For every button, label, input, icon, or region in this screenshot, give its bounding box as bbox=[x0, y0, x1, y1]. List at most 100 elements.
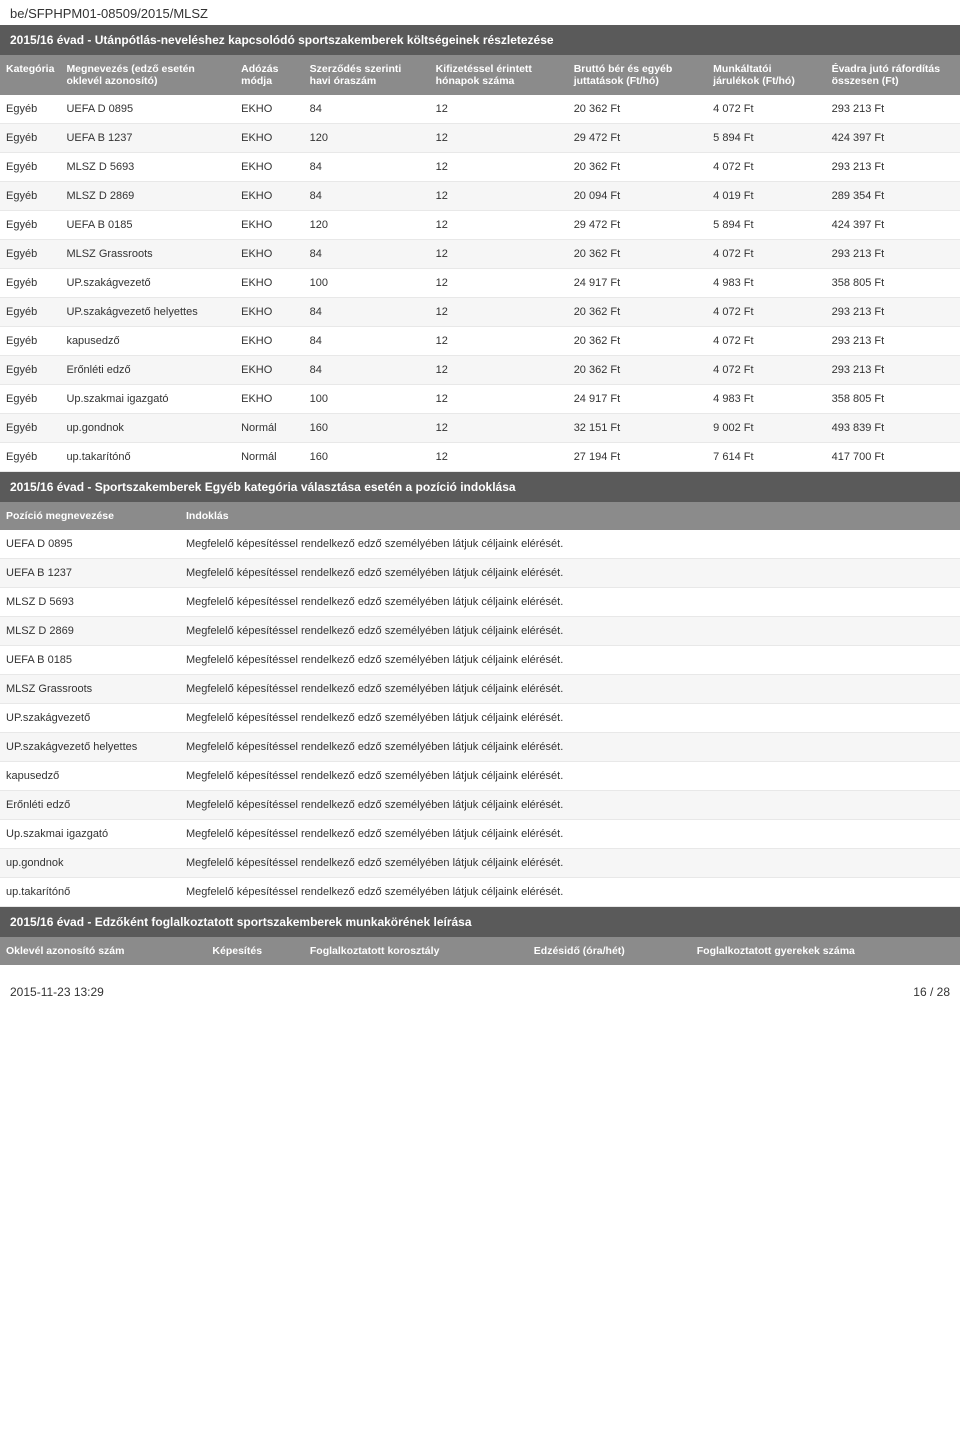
section1-title: 2015/16 évad - Utánpótlás-neveléshez kap… bbox=[0, 25, 960, 55]
cell: 12 bbox=[430, 385, 568, 414]
cell: 29 472 Ft bbox=[568, 124, 707, 153]
justification-cell: Megfelelő képesítéssel rendelkező edző s… bbox=[180, 704, 960, 733]
position-cell: UEFA B 0185 bbox=[0, 646, 180, 675]
cell: 84 bbox=[304, 240, 430, 269]
cell: EKHO bbox=[235, 385, 304, 414]
document-id: be/SFPHPM01-08509/2015/MLSZ bbox=[0, 0, 960, 25]
cell: up.gondnok bbox=[60, 414, 235, 443]
cell: EKHO bbox=[235, 327, 304, 356]
table-row: Egyébup.gondnokNormál1601232 151 Ft9 002… bbox=[0, 414, 960, 443]
cell: 293 213 Ft bbox=[826, 240, 960, 269]
col-position: Pozíció megnevezése bbox=[0, 502, 180, 530]
position-cell: Up.szakmai igazgató bbox=[0, 820, 180, 849]
cell: Egyéb bbox=[0, 298, 60, 327]
cell: 12 bbox=[430, 298, 568, 327]
cell: 424 397 Ft bbox=[826, 211, 960, 240]
coaches-table: Oklevél azonosító számKépesítésFoglalkoz… bbox=[0, 937, 960, 965]
cell: 4 072 Ft bbox=[707, 356, 825, 385]
table-row: Up.szakmai igazgatóMegfelelő képesítésse… bbox=[0, 820, 960, 849]
position-cell: UP.szakágvezető bbox=[0, 704, 180, 733]
cell: 12 bbox=[430, 211, 568, 240]
cell: 12 bbox=[430, 356, 568, 385]
justification-cell: Megfelelő képesítéssel rendelkező edző s… bbox=[180, 530, 960, 559]
table-row: UP.szakágvezető helyettesMegfelelő képes… bbox=[0, 733, 960, 762]
position-cell: kapusedző bbox=[0, 762, 180, 791]
cell: 12 bbox=[430, 95, 568, 124]
cell: 7 614 Ft bbox=[707, 443, 825, 472]
cell: 4 983 Ft bbox=[707, 269, 825, 298]
cell: 100 bbox=[304, 269, 430, 298]
table-row: EgyébUp.szakmai igazgatóEKHO1001224 917 … bbox=[0, 385, 960, 414]
cell: Egyéb bbox=[0, 240, 60, 269]
justification-cell: Megfelelő képesítéssel rendelkező edző s… bbox=[180, 762, 960, 791]
cell: 84 bbox=[304, 298, 430, 327]
position-cell: up.takarítónő bbox=[0, 878, 180, 907]
page-footer: 2015-11-23 13:29 16 / 28 bbox=[0, 965, 960, 1009]
cell: UP.szakágvezető bbox=[60, 269, 235, 298]
table-row: EgyébUP.szakágvezető helyettesEKHO841220… bbox=[0, 298, 960, 327]
position-cell: up.gondnok bbox=[0, 849, 180, 878]
costs-col-7: Évadra jutó ráfordítás összesen (Ft) bbox=[826, 55, 960, 95]
table-row: EgyébUEFA B 0185EKHO1201229 472 Ft5 894 … bbox=[0, 211, 960, 240]
costs-col-1: Megnevezés (edző esetén oklevél azonosít… bbox=[60, 55, 235, 95]
position-cell: MLSZ D 2869 bbox=[0, 617, 180, 646]
col-justification: Indoklás bbox=[180, 502, 960, 530]
justification-cell: Megfelelő képesítéssel rendelkező edző s… bbox=[180, 849, 960, 878]
table-row: up.takarítónőMegfelelő képesítéssel rend… bbox=[0, 878, 960, 907]
costs-col-3: Szerződés szerinti havi óraszám bbox=[304, 55, 430, 95]
justification-cell: Megfelelő képesítéssel rendelkező edző s… bbox=[180, 878, 960, 907]
footer-date: 2015-11-23 13:29 bbox=[10, 985, 104, 999]
table-row: EgyébMLSZ D 2869EKHO841220 094 Ft4 019 F… bbox=[0, 182, 960, 211]
cell: 293 213 Ft bbox=[826, 153, 960, 182]
cell: 293 213 Ft bbox=[826, 95, 960, 124]
cell: EKHO bbox=[235, 182, 304, 211]
cell: MLSZ D 5693 bbox=[60, 153, 235, 182]
cell: UEFA B 0185 bbox=[60, 211, 235, 240]
cell: Erőnléti edző bbox=[60, 356, 235, 385]
cell: 293 213 Ft bbox=[826, 327, 960, 356]
cell: 20 362 Ft bbox=[568, 298, 707, 327]
cell: Egyéb bbox=[0, 153, 60, 182]
position-cell: MLSZ Grassroots bbox=[0, 675, 180, 704]
cell: 4 019 Ft bbox=[707, 182, 825, 211]
justification-cell: Megfelelő képesítéssel rendelkező edző s… bbox=[180, 675, 960, 704]
cell: 12 bbox=[430, 327, 568, 356]
section3-title: 2015/16 évad - Edzőként foglalkoztatott … bbox=[0, 907, 960, 937]
cell: MLSZ D 2869 bbox=[60, 182, 235, 211]
cell: UEFA D 0895 bbox=[60, 95, 235, 124]
table-row: EgyébMLSZ D 5693EKHO841220 362 Ft4 072 F… bbox=[0, 153, 960, 182]
position-cell: MLSZ D 5693 bbox=[0, 588, 180, 617]
cell: 293 213 Ft bbox=[826, 298, 960, 327]
cell: 12 bbox=[430, 153, 568, 182]
cell: 84 bbox=[304, 327, 430, 356]
table-row: MLSZ GrassrootsMegfelelő képesítéssel re… bbox=[0, 675, 960, 704]
table-row: UP.szakágvezetőMegfelelő képesítéssel re… bbox=[0, 704, 960, 733]
costs-col-4: Kifizetéssel érintett hónapok száma bbox=[430, 55, 568, 95]
cell: 4 983 Ft bbox=[707, 385, 825, 414]
coaches-col-0: Oklevél azonosító szám bbox=[0, 937, 206, 965]
cell: kapusedző bbox=[60, 327, 235, 356]
cell: 84 bbox=[304, 182, 430, 211]
section2-title: 2015/16 évad - Sportszakemberek Egyéb ka… bbox=[0, 472, 960, 502]
coaches-col-2: Foglalkoztatott korosztály bbox=[304, 937, 528, 965]
cell: Normál bbox=[235, 414, 304, 443]
cell: 84 bbox=[304, 153, 430, 182]
cell: UP.szakágvezető helyettes bbox=[60, 298, 235, 327]
cell: 4 072 Ft bbox=[707, 327, 825, 356]
cell: Egyéb bbox=[0, 356, 60, 385]
cell: 5 894 Ft bbox=[707, 211, 825, 240]
table-row: Egyébup.takarítónőNormál1601227 194 Ft7 … bbox=[0, 443, 960, 472]
cell: 84 bbox=[304, 356, 430, 385]
cell: 293 213 Ft bbox=[826, 356, 960, 385]
cell: 4 072 Ft bbox=[707, 153, 825, 182]
cell: Up.szakmai igazgató bbox=[60, 385, 235, 414]
table-row: MLSZ D 5693Megfelelő képesítéssel rendel… bbox=[0, 588, 960, 617]
cell: 120 bbox=[304, 124, 430, 153]
cell: 24 917 Ft bbox=[568, 385, 707, 414]
cell: 20 094 Ft bbox=[568, 182, 707, 211]
cell: EKHO bbox=[235, 211, 304, 240]
table-row: kapusedzőMegfelelő képesítéssel rendelke… bbox=[0, 762, 960, 791]
table-row: EgyébErőnléti edzőEKHO841220 362 Ft4 072… bbox=[0, 356, 960, 385]
cell: 120 bbox=[304, 211, 430, 240]
costs-col-6: Munkáltatói járulékok (Ft/hó) bbox=[707, 55, 825, 95]
